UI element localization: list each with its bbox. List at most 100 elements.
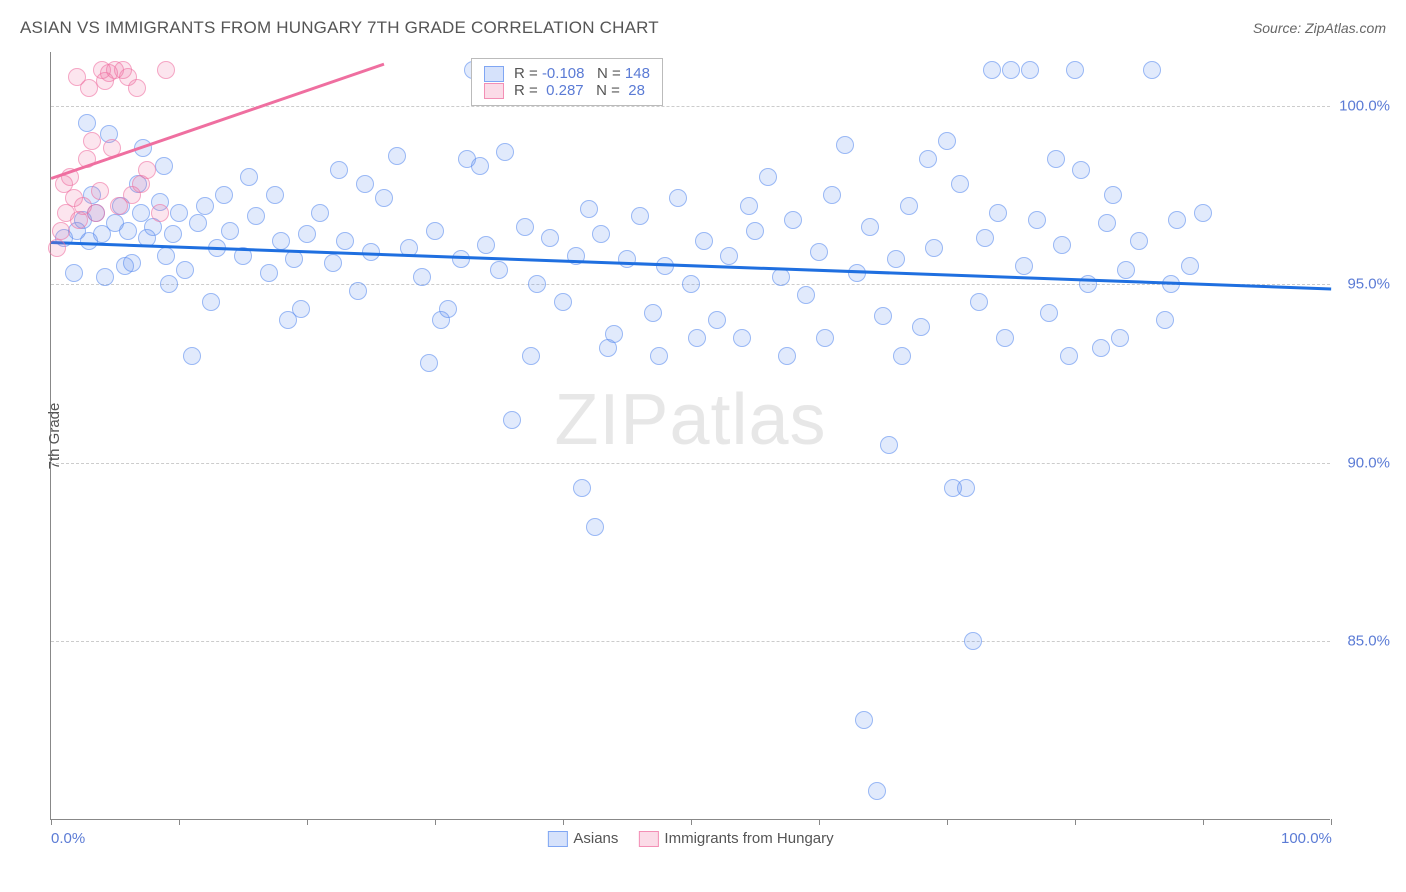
- data-point: [951, 175, 969, 193]
- data-point: [618, 250, 636, 268]
- data-point: [1181, 257, 1199, 275]
- legend-row: R = 0.287 N = 28: [484, 82, 650, 99]
- data-point: [91, 182, 109, 200]
- data-point: [528, 275, 546, 293]
- data-point: [260, 264, 278, 282]
- data-point: [855, 711, 873, 729]
- data-point: [432, 311, 450, 329]
- legend-swatch: [484, 83, 504, 99]
- legend-swatch: [547, 831, 567, 847]
- data-point: [695, 232, 713, 250]
- data-point: [848, 264, 866, 282]
- data-point: [298, 225, 316, 243]
- data-point: [1021, 61, 1039, 79]
- x-tick: [1075, 819, 1076, 825]
- data-point: [496, 143, 514, 161]
- gridline: [51, 641, 1330, 642]
- gridline: [51, 463, 1330, 464]
- data-point: [669, 189, 687, 207]
- data-point: [1168, 211, 1186, 229]
- data-point: [887, 250, 905, 268]
- data-point: [48, 239, 66, 257]
- data-point: [1130, 232, 1148, 250]
- x-tick: [307, 819, 308, 825]
- data-point: [970, 293, 988, 311]
- data-point: [880, 436, 898, 454]
- chart-header: ASIAN VS IMMIGRANTS FROM HUNGARY 7TH GRA…: [20, 18, 1386, 38]
- data-point: [957, 479, 975, 497]
- data-point: [292, 300, 310, 318]
- data-point: [1040, 304, 1058, 322]
- data-point: [1092, 339, 1110, 357]
- x-tick: [563, 819, 564, 825]
- data-point: [772, 268, 790, 286]
- data-point: [746, 222, 764, 240]
- data-point: [1060, 347, 1078, 365]
- data-point: [1066, 61, 1084, 79]
- data-point: [964, 632, 982, 650]
- data-point: [740, 197, 758, 215]
- data-point: [983, 61, 1001, 79]
- data-point: [516, 218, 534, 236]
- data-point: [247, 207, 265, 225]
- data-point: [240, 168, 258, 186]
- data-point: [1194, 204, 1212, 222]
- data-point: [996, 329, 1014, 347]
- data-point: [759, 168, 777, 186]
- data-point: [215, 186, 233, 204]
- legend-item: Asians: [547, 830, 618, 847]
- data-point: [426, 222, 444, 240]
- data-point: [336, 232, 354, 250]
- scatter-chart: 7th Grade ZIPatlas 85.0%90.0%95.0%100.0%…: [50, 52, 1330, 820]
- data-point: [458, 150, 476, 168]
- chart-source: Source: ZipAtlas.com: [1253, 20, 1386, 36]
- data-point: [874, 307, 892, 325]
- data-point: [1072, 161, 1090, 179]
- data-point: [989, 204, 1007, 222]
- y-tick-label: 100.0%: [1339, 97, 1390, 114]
- stats-legend: R = -0.108 N = 148R = 0.287 N = 28: [471, 58, 663, 106]
- data-point: [733, 329, 751, 347]
- data-point: [490, 261, 508, 279]
- data-point: [96, 268, 114, 286]
- data-point: [189, 214, 207, 232]
- chart-title: ASIAN VS IMMIGRANTS FROM HUNGARY 7TH GRA…: [20, 18, 659, 38]
- x-tick: [1203, 819, 1204, 825]
- data-point: [586, 518, 604, 536]
- data-point: [157, 61, 175, 79]
- x-tick: [947, 819, 948, 825]
- data-point: [580, 200, 598, 218]
- data-point: [65, 264, 83, 282]
- data-point: [599, 339, 617, 357]
- data-point: [522, 347, 540, 365]
- legend-swatch: [638, 831, 658, 847]
- data-point: [78, 114, 96, 132]
- legend-row: R = -0.108 N = 148: [484, 65, 650, 82]
- data-point: [324, 254, 342, 272]
- data-point: [87, 204, 105, 222]
- x-tick-label: 0.0%: [51, 830, 85, 847]
- data-point: [1053, 236, 1071, 254]
- legend-swatch: [484, 66, 504, 82]
- data-point: [503, 411, 521, 429]
- data-point: [592, 225, 610, 243]
- data-point: [861, 218, 879, 236]
- data-point: [311, 204, 329, 222]
- data-point: [631, 207, 649, 225]
- data-point: [151, 204, 169, 222]
- data-point: [160, 275, 178, 293]
- data-point: [816, 329, 834, 347]
- data-point: [128, 79, 146, 97]
- data-point: [272, 232, 290, 250]
- data-point: [925, 239, 943, 257]
- legend-label: Asians: [573, 830, 618, 847]
- x-tick: [435, 819, 436, 825]
- x-tick: [691, 819, 692, 825]
- data-point: [708, 311, 726, 329]
- watermark: ZIPatlas: [554, 379, 826, 461]
- legend-label: Immigrants from Hungary: [664, 830, 833, 847]
- data-point: [682, 275, 700, 293]
- data-point: [477, 236, 495, 254]
- data-point: [375, 189, 393, 207]
- y-tick-label: 90.0%: [1347, 454, 1390, 471]
